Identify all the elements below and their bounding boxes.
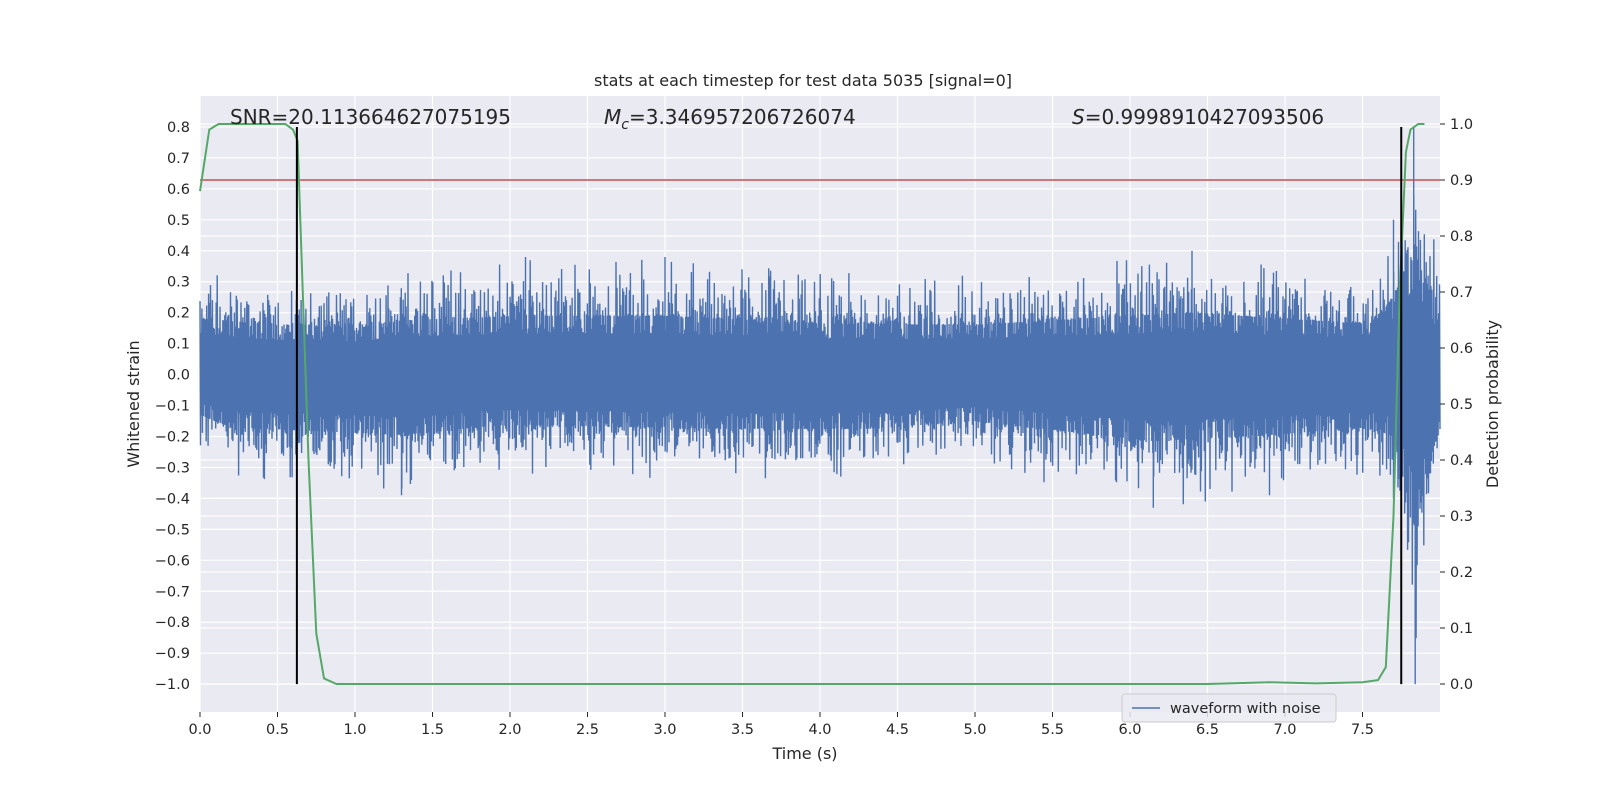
x-tick-label: 7.5 bbox=[1351, 722, 1374, 738]
x-axis-ticks: 0.0 0.5 1.0 1.5 2.0 2.5 3.0 3.5 4.0 4.5 5.0 5.5 6.0 6… bbox=[188, 712, 1374, 738]
y2-tick-label: 0.2 bbox=[1450, 565, 1473, 581]
significance-annotation: S=0.9998910427093506 bbox=[1072, 105, 1324, 129]
x-tick-label: 2.5 bbox=[576, 722, 599, 738]
y-tick-label: 0.5 bbox=[167, 213, 190, 229]
x-tick-label: 0.0 bbox=[188, 722, 211, 738]
x-tick-label: 5.0 bbox=[963, 722, 986, 738]
x-tick-label: 3.0 bbox=[653, 722, 676, 738]
chirp-mass-annotation: Mc=3.346957206726074 bbox=[604, 105, 856, 133]
snr-annotation: SNR=20.113664627075195 bbox=[230, 105, 511, 129]
y2-tick-label: 0.7 bbox=[1450, 285, 1473, 301]
y-tick-label: 0.4 bbox=[167, 244, 190, 260]
x-tick-label: 6.0 bbox=[1118, 722, 1141, 738]
y2-tick-label: 1.0 bbox=[1450, 117, 1473, 133]
chirp-mass-subscript: c bbox=[621, 117, 629, 133]
waveform-with-noise-series bbox=[199, 127, 1441, 685]
vertical-marker-lines bbox=[295, 126, 1403, 685]
y2-tick-label: 0.9 bbox=[1450, 173, 1473, 189]
x-tick-label: 3.5 bbox=[731, 722, 754, 738]
significance-symbol: S bbox=[1072, 105, 1085, 129]
legend-box bbox=[1121, 693, 1337, 723]
x-tick-label: 6.5 bbox=[1196, 722, 1219, 738]
chart-title: stats at each timestep for test data 503… bbox=[594, 71, 1012, 90]
y-tick-label: 0.8 bbox=[167, 120, 190, 136]
y-tick-label: −0.5 bbox=[155, 522, 190, 538]
y-tick-label: −0.4 bbox=[155, 491, 190, 507]
legend-label-waveform: waveform with noise bbox=[1170, 701, 1321, 717]
y2-tick-label: 0.5 bbox=[1450, 397, 1473, 413]
x-tick-label: 0.5 bbox=[266, 722, 289, 738]
x-tick-label: 1.0 bbox=[343, 722, 366, 738]
chirp-mass-value: =3.346957206726074 bbox=[629, 105, 856, 129]
y-tick-label: −0.9 bbox=[155, 646, 190, 662]
y2-tick-label: 0.0 bbox=[1450, 677, 1473, 693]
y2-tick-label: 0.8 bbox=[1450, 229, 1473, 245]
detection-probability-line bbox=[199, 123, 1425, 685]
y-tick-label: 0.1 bbox=[167, 337, 190, 353]
y-tick-label: −0.1 bbox=[155, 399, 190, 415]
chirp-mass-symbol: M bbox=[604, 105, 621, 129]
y-axis-label: Whitened strain bbox=[124, 340, 143, 467]
y-tick-label: 0.2 bbox=[167, 306, 190, 322]
y-tick-label: 0.7 bbox=[167, 151, 190, 167]
y-tick-label: 0.6 bbox=[167, 182, 190, 198]
legend: waveform with noise bbox=[1121, 693, 1337, 723]
y-tick-label: 0.0 bbox=[167, 368, 190, 384]
waveform-with-noise-line bbox=[199, 127, 1441, 685]
y-tick-label: −0.3 bbox=[155, 460, 190, 476]
significance-value: =0.9998910427093506 bbox=[1085, 105, 1324, 129]
y-tick-label: −0.6 bbox=[155, 553, 190, 569]
y2-tick-label: 0.6 bbox=[1450, 341, 1473, 357]
x-tick-label: 2.0 bbox=[498, 722, 521, 738]
x-tick-label: 4.5 bbox=[886, 722, 909, 738]
x-tick-label: 7.0 bbox=[1273, 722, 1296, 738]
y2-axis-label: Detection probability bbox=[1483, 320, 1502, 488]
x-tick-label: 1.5 bbox=[421, 722, 444, 738]
x-tick-label: 4.0 bbox=[808, 722, 831, 738]
y-tick-label: 0.3 bbox=[167, 275, 190, 291]
y-tick-label: −1.0 bbox=[155, 677, 190, 693]
y2-tick-label: 0.3 bbox=[1450, 509, 1473, 525]
x-axis-label: Time (s) bbox=[771, 744, 837, 763]
y-tick-label: −0.8 bbox=[155, 615, 190, 631]
y-tick-label: −0.2 bbox=[155, 430, 190, 446]
y2-tick-label: 0.4 bbox=[1450, 453, 1473, 469]
y2-axis-ticks: 1.0 0.9 0.8 0.7 0.6 0.5 0.4 0.3 0.2 0.1 0.0 bbox=[1440, 117, 1473, 693]
x-tick-label: 5.5 bbox=[1041, 722, 1064, 738]
y-tick-label: −0.7 bbox=[155, 584, 190, 600]
detection-probability-series bbox=[199, 123, 1425, 685]
y2-tick-label: 0.1 bbox=[1450, 621, 1473, 637]
y-axis-ticks: 0.8 0.7 0.6 0.5 0.4 0.3 0.2 0.1 0.0 −0.1 −0.2 −0.3 −… bbox=[155, 120, 190, 693]
